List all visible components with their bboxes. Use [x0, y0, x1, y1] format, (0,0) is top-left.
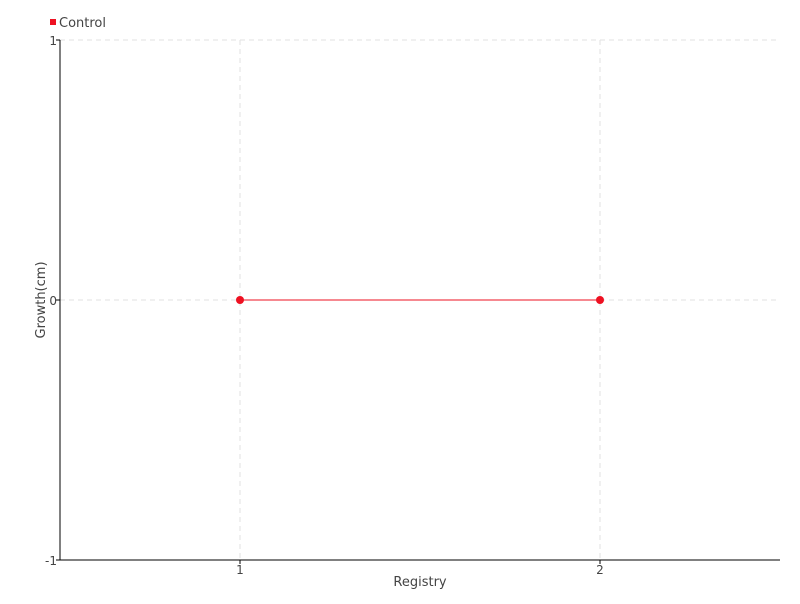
legend-label: Control	[59, 16, 106, 31]
x-tick-label: 1	[236, 563, 244, 577]
data-point	[596, 296, 604, 304]
y-tick-label: 0	[49, 294, 57, 308]
tick-labels: -1 0 1 1 2	[45, 34, 604, 577]
legend-swatch	[50, 19, 56, 25]
y-axis-label: Growth(cm)	[34, 261, 49, 338]
axes	[56, 39, 780, 564]
data-point	[236, 296, 244, 304]
x-tick-label: 2	[596, 563, 604, 577]
x-axis-label: Registry	[393, 575, 447, 590]
legend[interactable]: Control	[50, 16, 106, 31]
y-tick-label: -1	[45, 554, 57, 568]
y-tick-label: 1	[49, 34, 57, 48]
series	[236, 296, 604, 304]
